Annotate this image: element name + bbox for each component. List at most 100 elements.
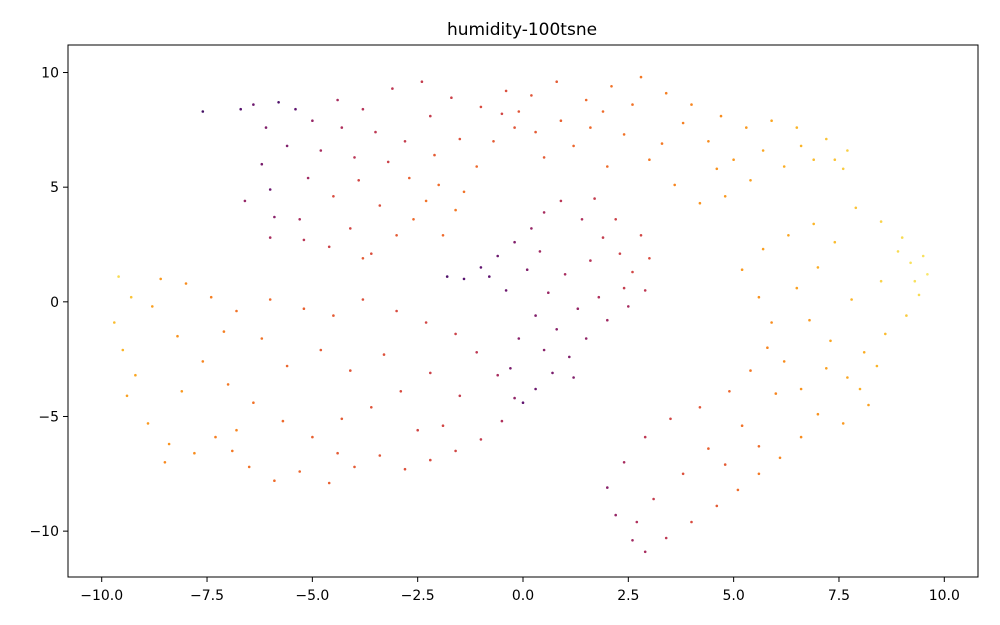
- data-point: [593, 197, 596, 200]
- x-tick-label: −2.5: [401, 588, 435, 604]
- data-point: [403, 140, 407, 143]
- data-point: [707, 140, 710, 143]
- data-point: [134, 373, 137, 377]
- data-point: [622, 133, 626, 136]
- data-point: [429, 458, 432, 462]
- x-tick-label: 10.0: [929, 588, 960, 604]
- data-point: [222, 330, 226, 333]
- data-point: [825, 367, 828, 370]
- data-point: [728, 390, 731, 393]
- data-point: [420, 80, 424, 83]
- data-point: [327, 481, 331, 485]
- data-point: [319, 149, 323, 152]
- data-point: [778, 456, 782, 460]
- data-point: [761, 149, 765, 152]
- data-point: [606, 318, 609, 322]
- data-point: [239, 107, 242, 111]
- data-point: [454, 208, 457, 212]
- data-point: [298, 470, 302, 473]
- data-point: [698, 201, 702, 205]
- points-layer: [113, 75, 929, 554]
- data-point: [184, 282, 188, 285]
- data-point: [437, 183, 441, 187]
- data-point: [361, 298, 365, 301]
- data-point: [412, 218, 415, 221]
- data-point: [492, 140, 495, 143]
- data-point: [631, 270, 634, 274]
- data-point: [559, 119, 563, 122]
- data-point: [488, 275, 491, 278]
- data-point: [719, 114, 723, 118]
- data-point: [129, 295, 133, 299]
- chart-title: humidity-100tsne: [447, 20, 597, 40]
- data-point: [715, 167, 719, 171]
- data-point: [547, 291, 550, 295]
- data-point: [660, 142, 664, 145]
- data-point: [782, 165, 786, 168]
- data-point: [424, 321, 428, 324]
- data-point: [513, 240, 516, 244]
- data-point: [454, 449, 457, 453]
- data-point: [774, 392, 778, 395]
- x-tick-label: 2.5: [617, 588, 639, 604]
- data-point: [707, 447, 710, 450]
- data-point: [690, 520, 693, 524]
- data-point: [340, 417, 344, 421]
- data-point: [782, 360, 786, 363]
- data-point: [306, 176, 310, 180]
- data-point: [723, 195, 727, 198]
- data-point: [391, 87, 394, 90]
- data-point: [622, 461, 626, 464]
- data-point: [639, 75, 643, 79]
- data-point: [563, 273, 567, 276]
- data-point: [353, 465, 356, 469]
- data-point: [766, 346, 769, 350]
- data-point: [542, 211, 546, 214]
- data-point: [812, 222, 815, 226]
- data-point: [340, 126, 344, 129]
- data-point: [757, 445, 761, 448]
- data-point: [614, 218, 617, 221]
- data-point: [302, 238, 306, 242]
- data-point: [652, 497, 655, 501]
- data-point: [458, 394, 462, 398]
- data-point: [631, 103, 634, 106]
- data-point: [113, 321, 116, 324]
- data-point: [698, 406, 702, 409]
- data-point: [850, 298, 853, 301]
- data-point: [610, 85, 613, 88]
- data-point: [252, 103, 255, 106]
- data-point: [829, 339, 832, 343]
- data-point: [846, 149, 849, 152]
- data-point: [723, 463, 727, 466]
- data-point: [606, 165, 609, 168]
- data-point: [226, 383, 230, 386]
- data-point: [424, 199, 428, 203]
- data-point: [281, 419, 285, 423]
- data-point: [294, 107, 297, 111]
- data-point: [812, 158, 815, 161]
- data-point: [462, 190, 466, 194]
- data-point: [568, 355, 571, 359]
- data-point: [841, 422, 845, 425]
- data-point: [614, 513, 617, 517]
- data-point: [260, 162, 264, 166]
- data-point: [504, 289, 508, 292]
- data-point: [163, 461, 167, 464]
- data-point: [757, 472, 761, 476]
- data-point: [500, 419, 504, 423]
- data-point: [336, 98, 339, 102]
- data-point: [749, 179, 752, 182]
- data-point: [273, 215, 276, 219]
- data-point: [884, 332, 887, 336]
- data-point: [311, 435, 314, 439]
- data-point: [500, 112, 504, 116]
- data-point: [846, 376, 849, 379]
- data-point: [618, 252, 622, 255]
- data-point: [441, 234, 445, 237]
- data-point: [504, 89, 508, 93]
- y-tick-label: 10: [41, 66, 59, 82]
- data-point: [298, 218, 302, 221]
- data-point: [268, 236, 272, 239]
